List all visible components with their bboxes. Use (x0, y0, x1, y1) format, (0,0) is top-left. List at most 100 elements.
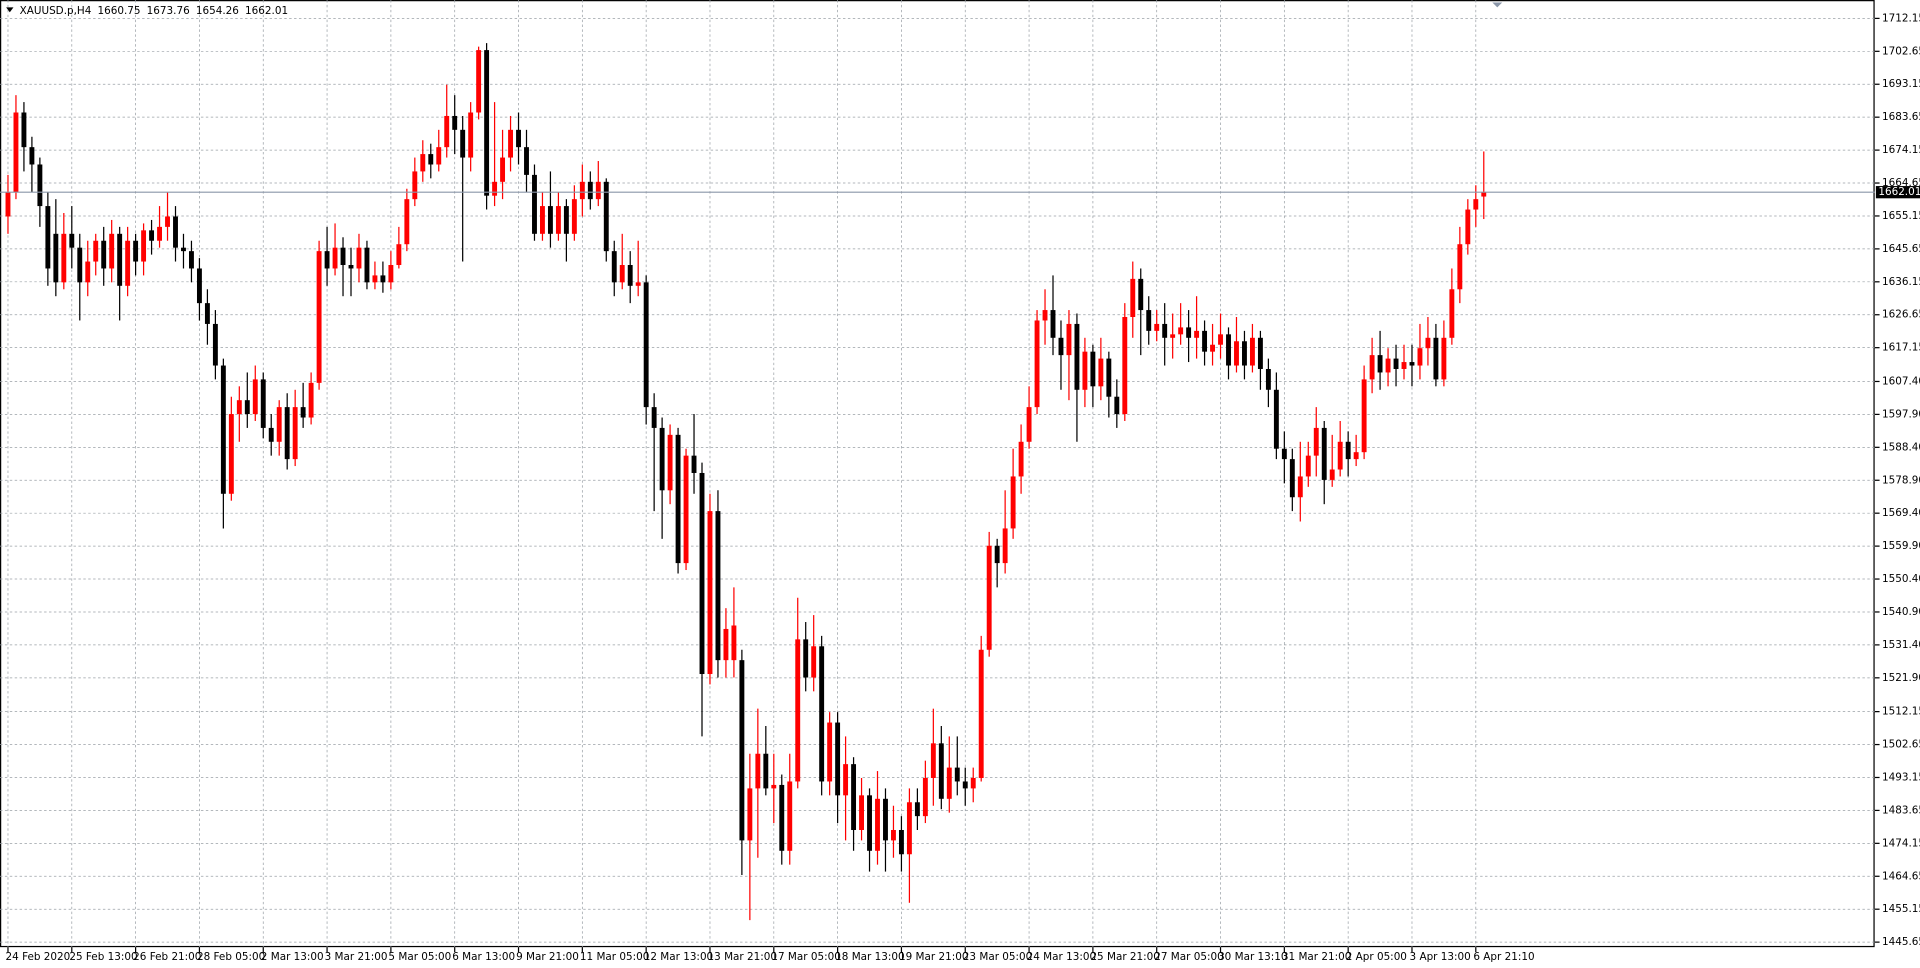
candle-body (348, 265, 354, 269)
candle-body (1194, 330, 1200, 338)
candle-body (1393, 358, 1399, 369)
candle-body (1353, 452, 1359, 460)
candle-body (125, 240, 131, 286)
candle-body (5, 192, 11, 217)
candle-body (1218, 334, 1223, 345)
x-tick-label: 17 Mar 05:00 (771, 951, 840, 963)
candle-body (643, 282, 649, 408)
candle-body (300, 407, 306, 418)
candle-body (1242, 341, 1247, 366)
x-tick-label: 27 Mar 05:00 (1154, 951, 1223, 963)
candle-body (763, 753, 769, 789)
candle-body (220, 365, 226, 494)
candle-body (1226, 334, 1231, 366)
candle-body (436, 147, 442, 165)
candle-body (324, 251, 330, 269)
candle-body (1265, 368, 1271, 390)
candle-body (954, 767, 960, 782)
x-tick-label: 24 Mar 13:00 (1027, 951, 1096, 963)
candle-body (619, 265, 625, 283)
candle-body (1186, 327, 1192, 338)
y-tick-label: 1483.65 (1882, 804, 1920, 816)
current-price-label: 1662.01 (1878, 186, 1920, 198)
candle-body (795, 639, 801, 782)
x-tick-label: 9 Mar 21:00 (516, 951, 579, 963)
y-tick-label: 1464.65 (1882, 870, 1920, 882)
plot-area (0, 0, 1875, 948)
candle-body (755, 753, 761, 789)
candle-body (970, 778, 976, 789)
candle-body (484, 50, 490, 196)
candle-body (771, 784, 777, 789)
candle-body (962, 781, 968, 789)
candle-body (851, 764, 857, 830)
candle-body (1249, 337, 1255, 366)
candle-body (141, 230, 147, 262)
y-tick-label: 1588.40 (1882, 441, 1920, 453)
candle-body (292, 407, 298, 460)
candle-body (69, 233, 75, 248)
candle-body (21, 112, 27, 148)
candle-body (675, 434, 681, 564)
candle-body (938, 743, 944, 799)
candle-body (803, 639, 809, 678)
candle-body (540, 206, 545, 234)
x-tick-label: 3 Mar 21:00 (325, 951, 388, 963)
candle-body (1042, 310, 1048, 321)
candle-body (946, 767, 952, 799)
candle-body (109, 233, 115, 269)
candle-body (1002, 528, 1008, 564)
candle-body (228, 414, 234, 494)
candle-body (29, 147, 35, 165)
candle-body (611, 251, 617, 283)
y-tick-label: 1693.15 (1882, 78, 1920, 90)
candle-body (468, 112, 474, 158)
candle-body (1289, 459, 1295, 498)
y-tick-label: 1512.15 (1882, 706, 1920, 718)
candle-body (524, 147, 529, 175)
y-tick-label: 1626.65 (1882, 309, 1920, 321)
candle-body (1297, 476, 1303, 498)
candle-body (691, 455, 697, 473)
x-tick-label: 6 Apr 21:10 (1473, 951, 1534, 963)
y-tick-label: 1493.15 (1882, 771, 1920, 783)
candle-body (428, 154, 434, 165)
y-tick-label: 1636.15 (1882, 276, 1920, 288)
header-high: 1673.76 (147, 5, 190, 17)
candle-body (133, 240, 139, 262)
y-tick-label: 1674.15 (1882, 144, 1920, 156)
x-tick-label: 31 Mar 21:00 (1282, 951, 1351, 963)
candle-body (747, 788, 753, 841)
candle-body (316, 251, 322, 383)
candle-body (85, 261, 91, 283)
candle-body (1425, 337, 1431, 349)
candle-body (1417, 348, 1423, 366)
candle-body (683, 455, 689, 564)
candle-body (204, 303, 210, 324)
candle-body (651, 407, 657, 428)
candle-body (149, 230, 155, 241)
candle-body (284, 407, 290, 460)
candle-body (396, 244, 402, 266)
x-tick-label: 24 Feb 2020 (6, 951, 71, 963)
candle-body (1162, 323, 1168, 338)
candle-body (1098, 358, 1104, 387)
candle-body (45, 206, 51, 269)
x-tick-label: 18 Mar 13:00 (835, 951, 904, 963)
candle-body (340, 247, 346, 266)
candle-body (555, 206, 561, 234)
candle-body (77, 247, 83, 283)
candle-body (236, 400, 242, 415)
candle-body (332, 247, 338, 269)
candle-body (835, 722, 841, 796)
y-tick-label: 1617.15 (1882, 342, 1920, 354)
candle-body (1481, 192, 1487, 197)
candle-body (883, 798, 888, 841)
candle-body (388, 265, 394, 283)
y-tick-label: 1578.90 (1882, 474, 1920, 486)
y-tick-label: 1502.65 (1882, 739, 1920, 751)
candle-body (476, 50, 482, 113)
x-tick-label: 25 Mar 21:00 (1090, 951, 1159, 963)
candle-body (492, 181, 498, 196)
